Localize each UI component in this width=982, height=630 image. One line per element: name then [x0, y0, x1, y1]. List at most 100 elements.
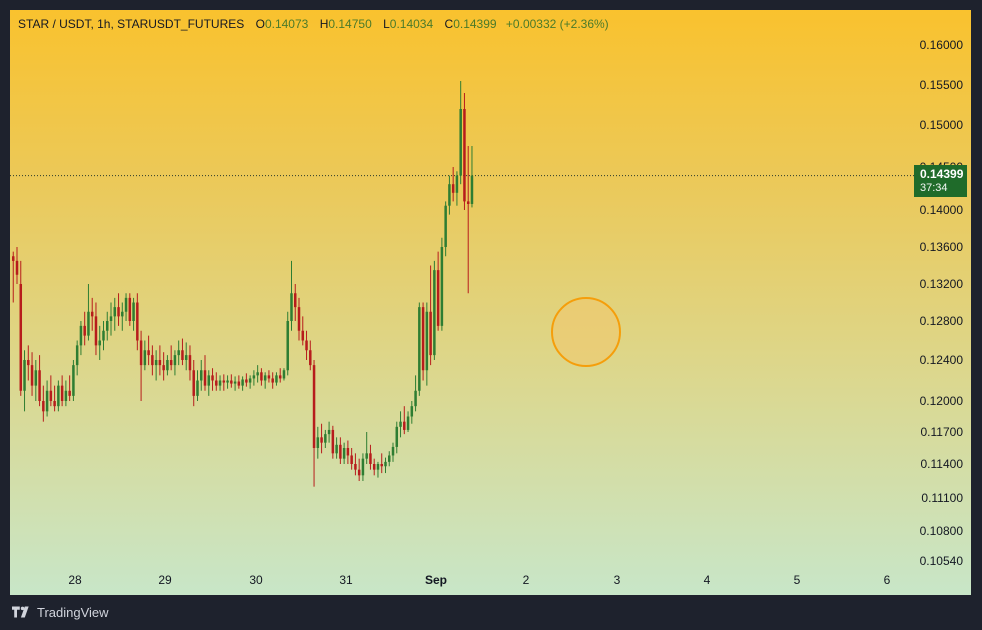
candle[interactable]: [87, 284, 90, 341]
candle[interactable]: [57, 380, 60, 412]
candle[interactable]: [312, 360, 316, 487]
candle[interactable]: [124, 293, 128, 321]
candle[interactable]: [459, 81, 462, 185]
candle[interactable]: [241, 376, 244, 391]
candle[interactable]: [72, 360, 75, 401]
candle[interactable]: [451, 167, 455, 202]
candle[interactable]: [90, 297, 94, 331]
candle[interactable]: [309, 340, 312, 371]
candle[interactable]: [27, 345, 30, 381]
candle[interactable]: [230, 374, 233, 388]
candle[interactable]: [12, 251, 15, 303]
candle[interactable]: [207, 370, 211, 396]
candle[interactable]: [455, 171, 459, 206]
candle[interactable]: [429, 265, 432, 366]
candle[interactable]: [143, 340, 147, 371]
candle[interactable]: [109, 302, 113, 336]
candle[interactable]: [425, 302, 429, 386]
candle[interactable]: [60, 375, 64, 407]
candle[interactable]: [463, 93, 466, 210]
candle[interactable]: [440, 237, 444, 331]
candle[interactable]: [365, 432, 368, 464]
candle[interactable]: [233, 376, 237, 391]
candle[interactable]: [83, 311, 86, 346]
candle[interactable]: [470, 146, 474, 208]
candle[interactable]: [237, 375, 241, 389]
candle[interactable]: [433, 260, 436, 360]
candle[interactable]: [290, 260, 293, 331]
candle[interactable]: [132, 297, 135, 331]
candle[interactable]: [64, 380, 68, 407]
candle[interactable]: [162, 352, 165, 381]
candle[interactable]: [372, 458, 376, 476]
candle[interactable]: [117, 293, 120, 326]
candle[interactable]: [226, 375, 229, 389]
candle[interactable]: [357, 458, 361, 481]
candle[interactable]: [203, 355, 207, 391]
candle[interactable]: [403, 406, 406, 435]
candle[interactable]: [68, 375, 71, 401]
candle[interactable]: [278, 368, 282, 383]
candle[interactable]: [395, 421, 399, 454]
candle[interactable]: [128, 293, 132, 326]
candle[interactable]: [158, 345, 162, 376]
candle[interactable]: [282, 368, 286, 381]
candlestick-chart[interactable]: [10, 10, 971, 595]
candle[interactable]: [418, 302, 421, 396]
candle[interactable]: [245, 373, 248, 387]
candle[interactable]: [121, 302, 124, 331]
candle[interactable]: [263, 372, 267, 389]
candle[interactable]: [169, 345, 173, 371]
candle[interactable]: [53, 385, 56, 412]
candle[interactable]: [30, 352, 34, 396]
candle[interactable]: [361, 453, 365, 481]
tradingview-brand[interactable]: TradingView: [12, 604, 109, 620]
candle[interactable]: [252, 370, 256, 386]
candle[interactable]: [256, 365, 259, 383]
candle[interactable]: [391, 442, 395, 462]
candle[interactable]: [106, 311, 109, 341]
candle[interactable]: [267, 370, 271, 383]
candle[interactable]: [102, 321, 105, 351]
candle[interactable]: [320, 423, 323, 454]
candle[interactable]: [211, 368, 214, 391]
candle[interactable]: [200, 360, 203, 391]
candle[interactable]: [275, 372, 278, 386]
candle[interactable]: [350, 448, 353, 470]
candle[interactable]: [297, 297, 301, 341]
candle[interactable]: [339, 437, 342, 464]
candle[interactable]: [147, 335, 150, 366]
candle[interactable]: [192, 360, 195, 407]
candle[interactable]: [98, 325, 101, 360]
candle[interactable]: [215, 372, 218, 391]
candle[interactable]: [410, 401, 414, 424]
candle[interactable]: [139, 330, 143, 401]
candle[interactable]: [173, 350, 177, 376]
candle[interactable]: [354, 453, 357, 476]
candle[interactable]: [327, 421, 331, 443]
candle[interactable]: [421, 302, 425, 381]
candle[interactable]: [49, 375, 53, 407]
candle[interactable]: [436, 251, 440, 331]
candle[interactable]: [399, 411, 402, 438]
candle[interactable]: [75, 340, 79, 376]
candle[interactable]: [23, 350, 26, 412]
candle[interactable]: [301, 316, 305, 346]
chart-frame[interactable]: STAR / USDT, 1h, STARUSDT_FUTURES O0.140…: [10, 10, 971, 595]
candle[interactable]: [388, 451, 391, 467]
candle[interactable]: [196, 370, 199, 401]
candle[interactable]: [271, 372, 274, 389]
candle[interactable]: [248, 375, 252, 389]
candle[interactable]: [188, 345, 192, 381]
candle[interactable]: [316, 426, 320, 459]
candle[interactable]: [376, 461, 380, 478]
candle[interactable]: [136, 293, 139, 351]
candle[interactable]: [286, 311, 289, 376]
candle[interactable]: [166, 355, 169, 376]
candle[interactable]: [222, 374, 226, 391]
candle[interactable]: [15, 247, 19, 284]
candle[interactable]: [342, 442, 346, 464]
candle[interactable]: [181, 338, 184, 366]
candle[interactable]: [294, 284, 297, 321]
candle[interactable]: [369, 444, 372, 470]
